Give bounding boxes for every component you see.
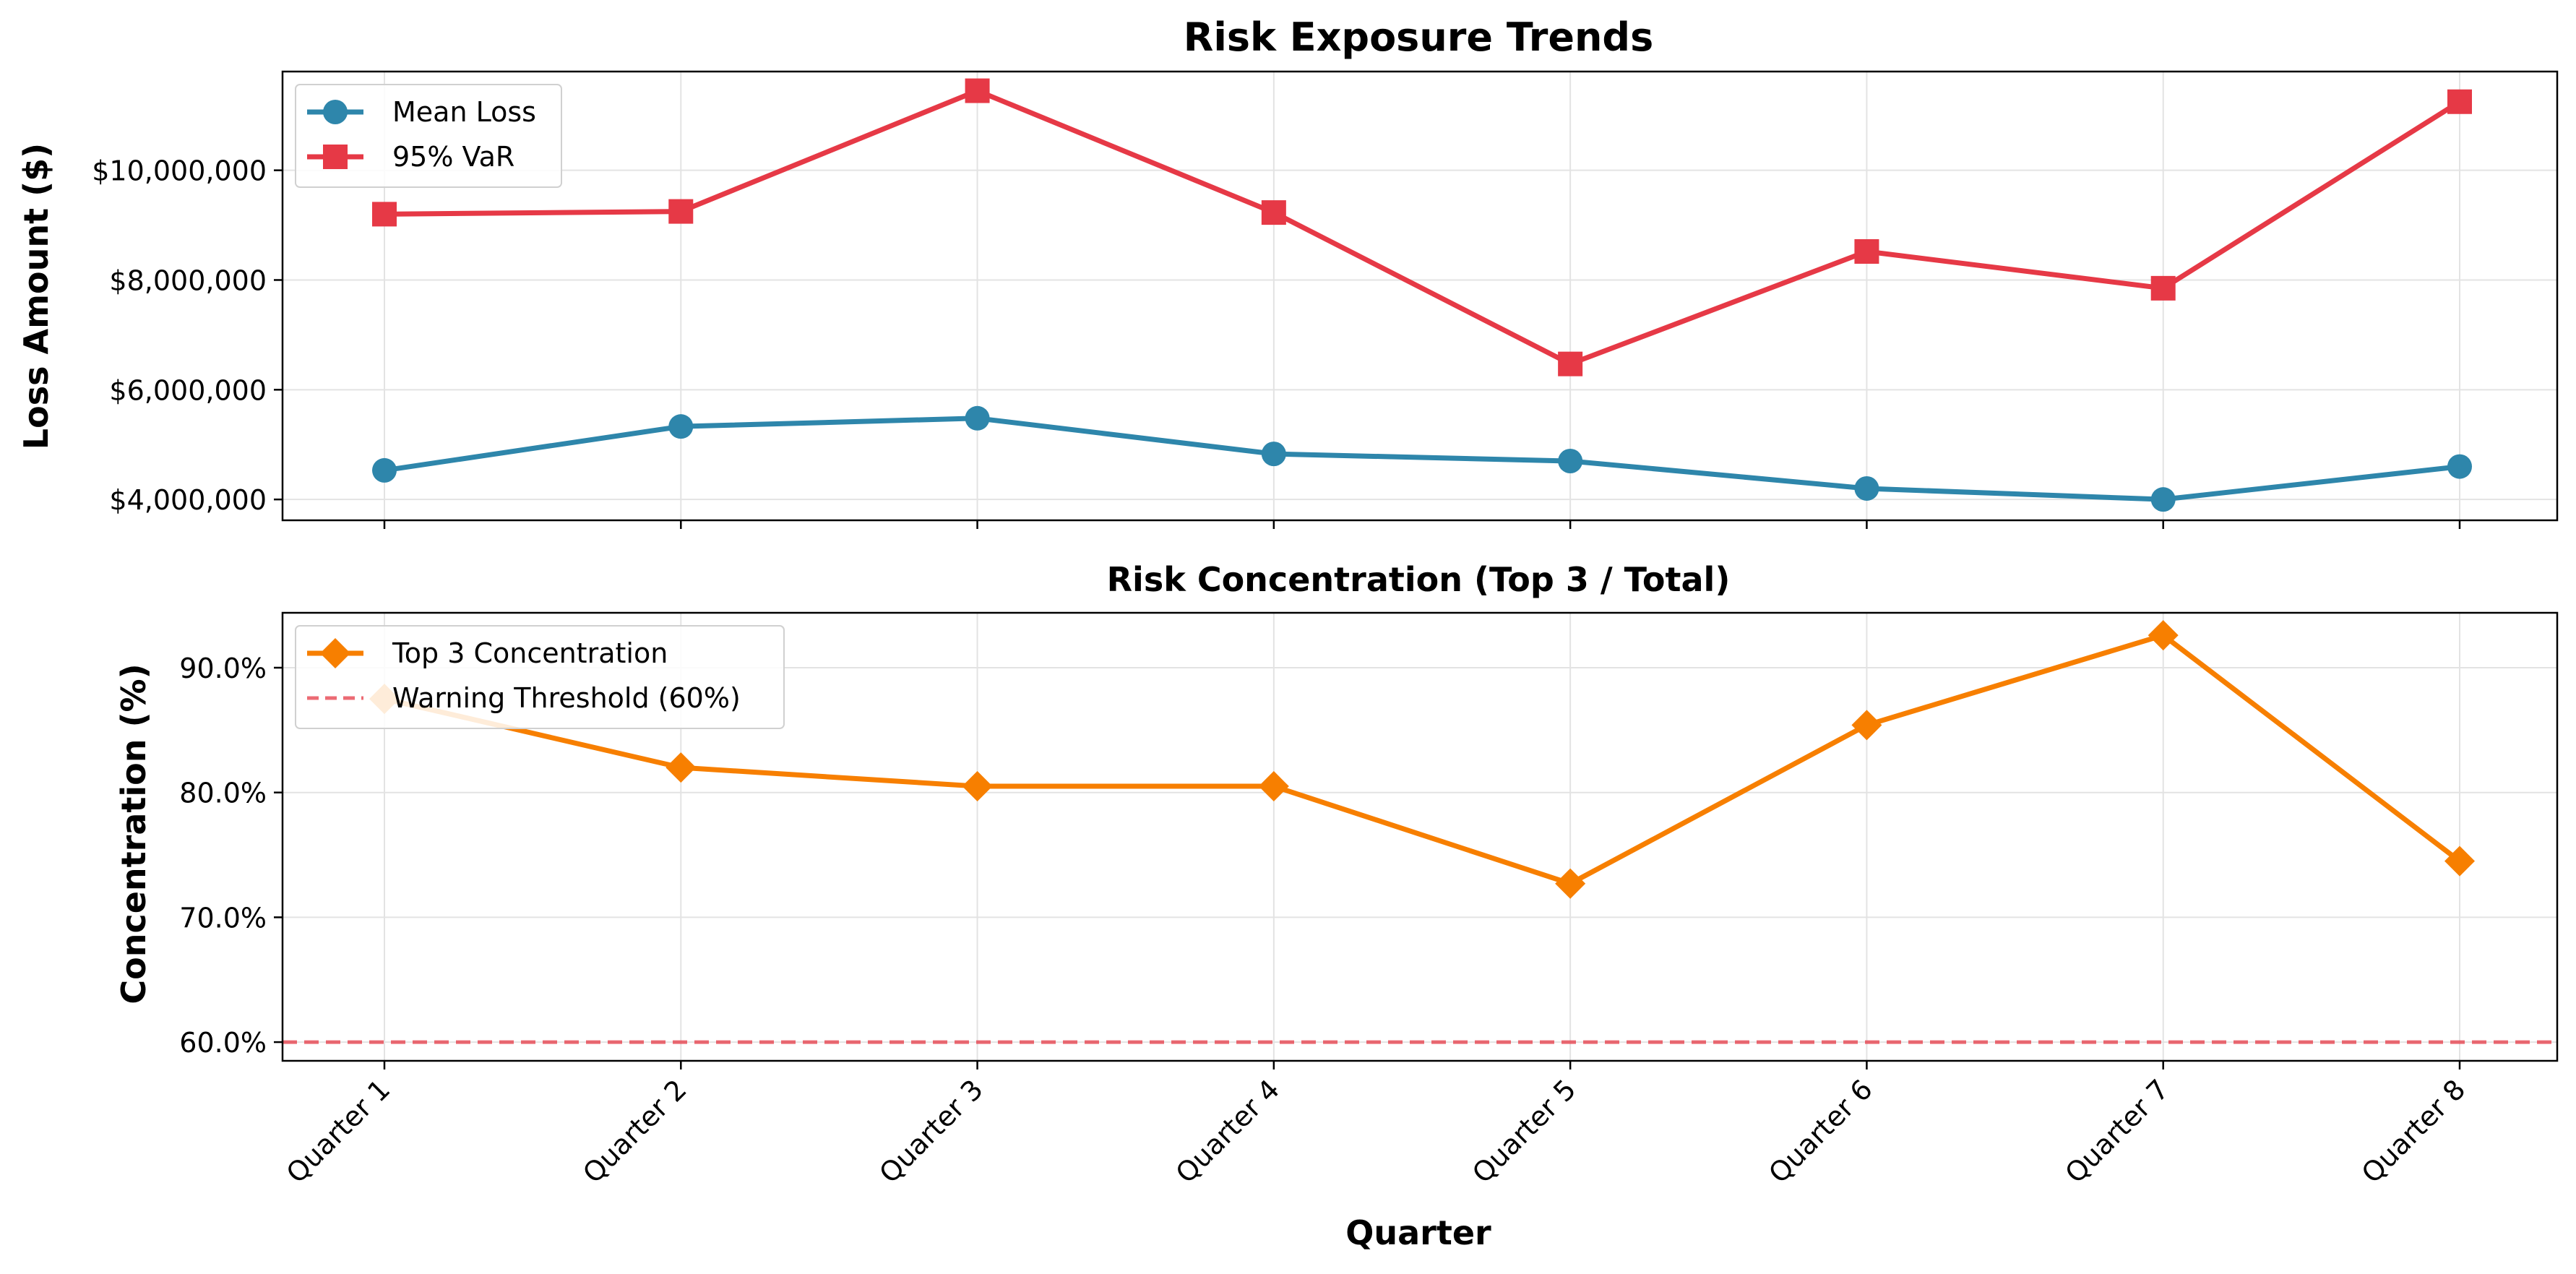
95-var-point xyxy=(2150,275,2176,301)
top-3-concentration-point xyxy=(2444,845,2475,877)
mean-loss-point xyxy=(2447,454,2472,479)
top-3-concentration-point xyxy=(2148,620,2179,651)
95-var-point xyxy=(2447,89,2472,114)
95-var-point xyxy=(965,78,990,103)
plot-frame xyxy=(281,70,2559,522)
x-tick-label: Quarter 5 xyxy=(1466,1073,1582,1189)
legend: Top 3 Concentration Warning Threshold (60… xyxy=(295,625,785,729)
y-tick-label: 60.0% xyxy=(179,1027,267,1059)
mean-loss-point xyxy=(1261,442,1286,467)
95-var-point xyxy=(1261,200,1286,225)
legend-label-warning-threshold-60: Warning Threshold (60%) xyxy=(392,682,741,714)
x-tick-label: Quarter 2 xyxy=(577,1073,693,1189)
y-tick-label: $10,000,000 xyxy=(92,155,267,187)
risk-concentration-panel: Risk Concentration (Top 3 / Total) Conce… xyxy=(114,560,2559,1252)
legend-label-top-3-concentration: Top 3 Concentration xyxy=(392,637,668,669)
risk-exposure-panel: Risk Exposure Trends Loss Amount ($) $4,… xyxy=(17,14,2559,529)
chart-title: Risk Exposure Trends xyxy=(1184,14,1653,60)
y-tick-label: 70.0% xyxy=(179,902,267,934)
95-var-point xyxy=(668,199,694,224)
mean-loss-point xyxy=(1558,449,1583,474)
mean-loss-point xyxy=(2150,487,2176,512)
legend-label-mean-loss: Mean Loss xyxy=(392,96,536,128)
y-axis-label: Concentration (%) xyxy=(114,663,153,1004)
y-axis-label: Loss Amount ($) xyxy=(17,143,56,449)
95-var-line xyxy=(384,88,2461,367)
top-3-concentration-point xyxy=(1851,710,1882,741)
x-tick-label: Quarter 8 xyxy=(2356,1073,2472,1189)
mean-loss-point xyxy=(965,405,990,431)
legend-label-95-var: 95% VaR xyxy=(392,141,514,173)
legend: Mean Loss 95% VaR xyxy=(295,84,562,188)
95-var-point xyxy=(1854,239,1879,264)
legend-box xyxy=(295,625,785,729)
chart-title: Risk Concentration (Top 3 / Total) xyxy=(1107,560,1731,599)
y-tick-label: $4,000,000 xyxy=(109,484,267,516)
95-var-point xyxy=(372,202,397,227)
x-tick-label: Quarter 1 xyxy=(280,1073,397,1189)
y-tick-label: $8,000,000 xyxy=(109,264,267,296)
plot-frame xyxy=(281,611,2559,1062)
95-var-point xyxy=(1558,351,1583,376)
legend-marker xyxy=(323,100,348,124)
mean-loss-point xyxy=(668,414,694,439)
legend-marker xyxy=(323,145,348,169)
top-3-concentration-line xyxy=(384,632,2462,887)
top-3-concentration-point xyxy=(962,771,993,802)
mean-loss-point xyxy=(1854,475,1879,501)
x-tick-label: Quarter 6 xyxy=(1762,1073,1879,1189)
mean-loss-line xyxy=(384,416,2460,502)
top-3-concentration-point xyxy=(1258,771,1289,802)
mean-loss-point xyxy=(372,457,397,483)
x-axis-label: Quarter xyxy=(1345,1213,1491,1252)
x-tick-label: Quarter 4 xyxy=(1170,1073,1286,1189)
legend-marker xyxy=(320,638,350,668)
y-tick-label: 90.0% xyxy=(179,653,267,684)
y-tick-label: 80.0% xyxy=(179,778,267,809)
top-3-concentration-point xyxy=(665,752,697,783)
top-3-concentration-point xyxy=(1555,868,1586,899)
x-tick-label: Quarter 3 xyxy=(873,1073,989,1189)
x-tick-label: Quarter 7 xyxy=(2059,1073,2176,1189)
y-tick-label: $6,000,000 xyxy=(109,374,267,406)
